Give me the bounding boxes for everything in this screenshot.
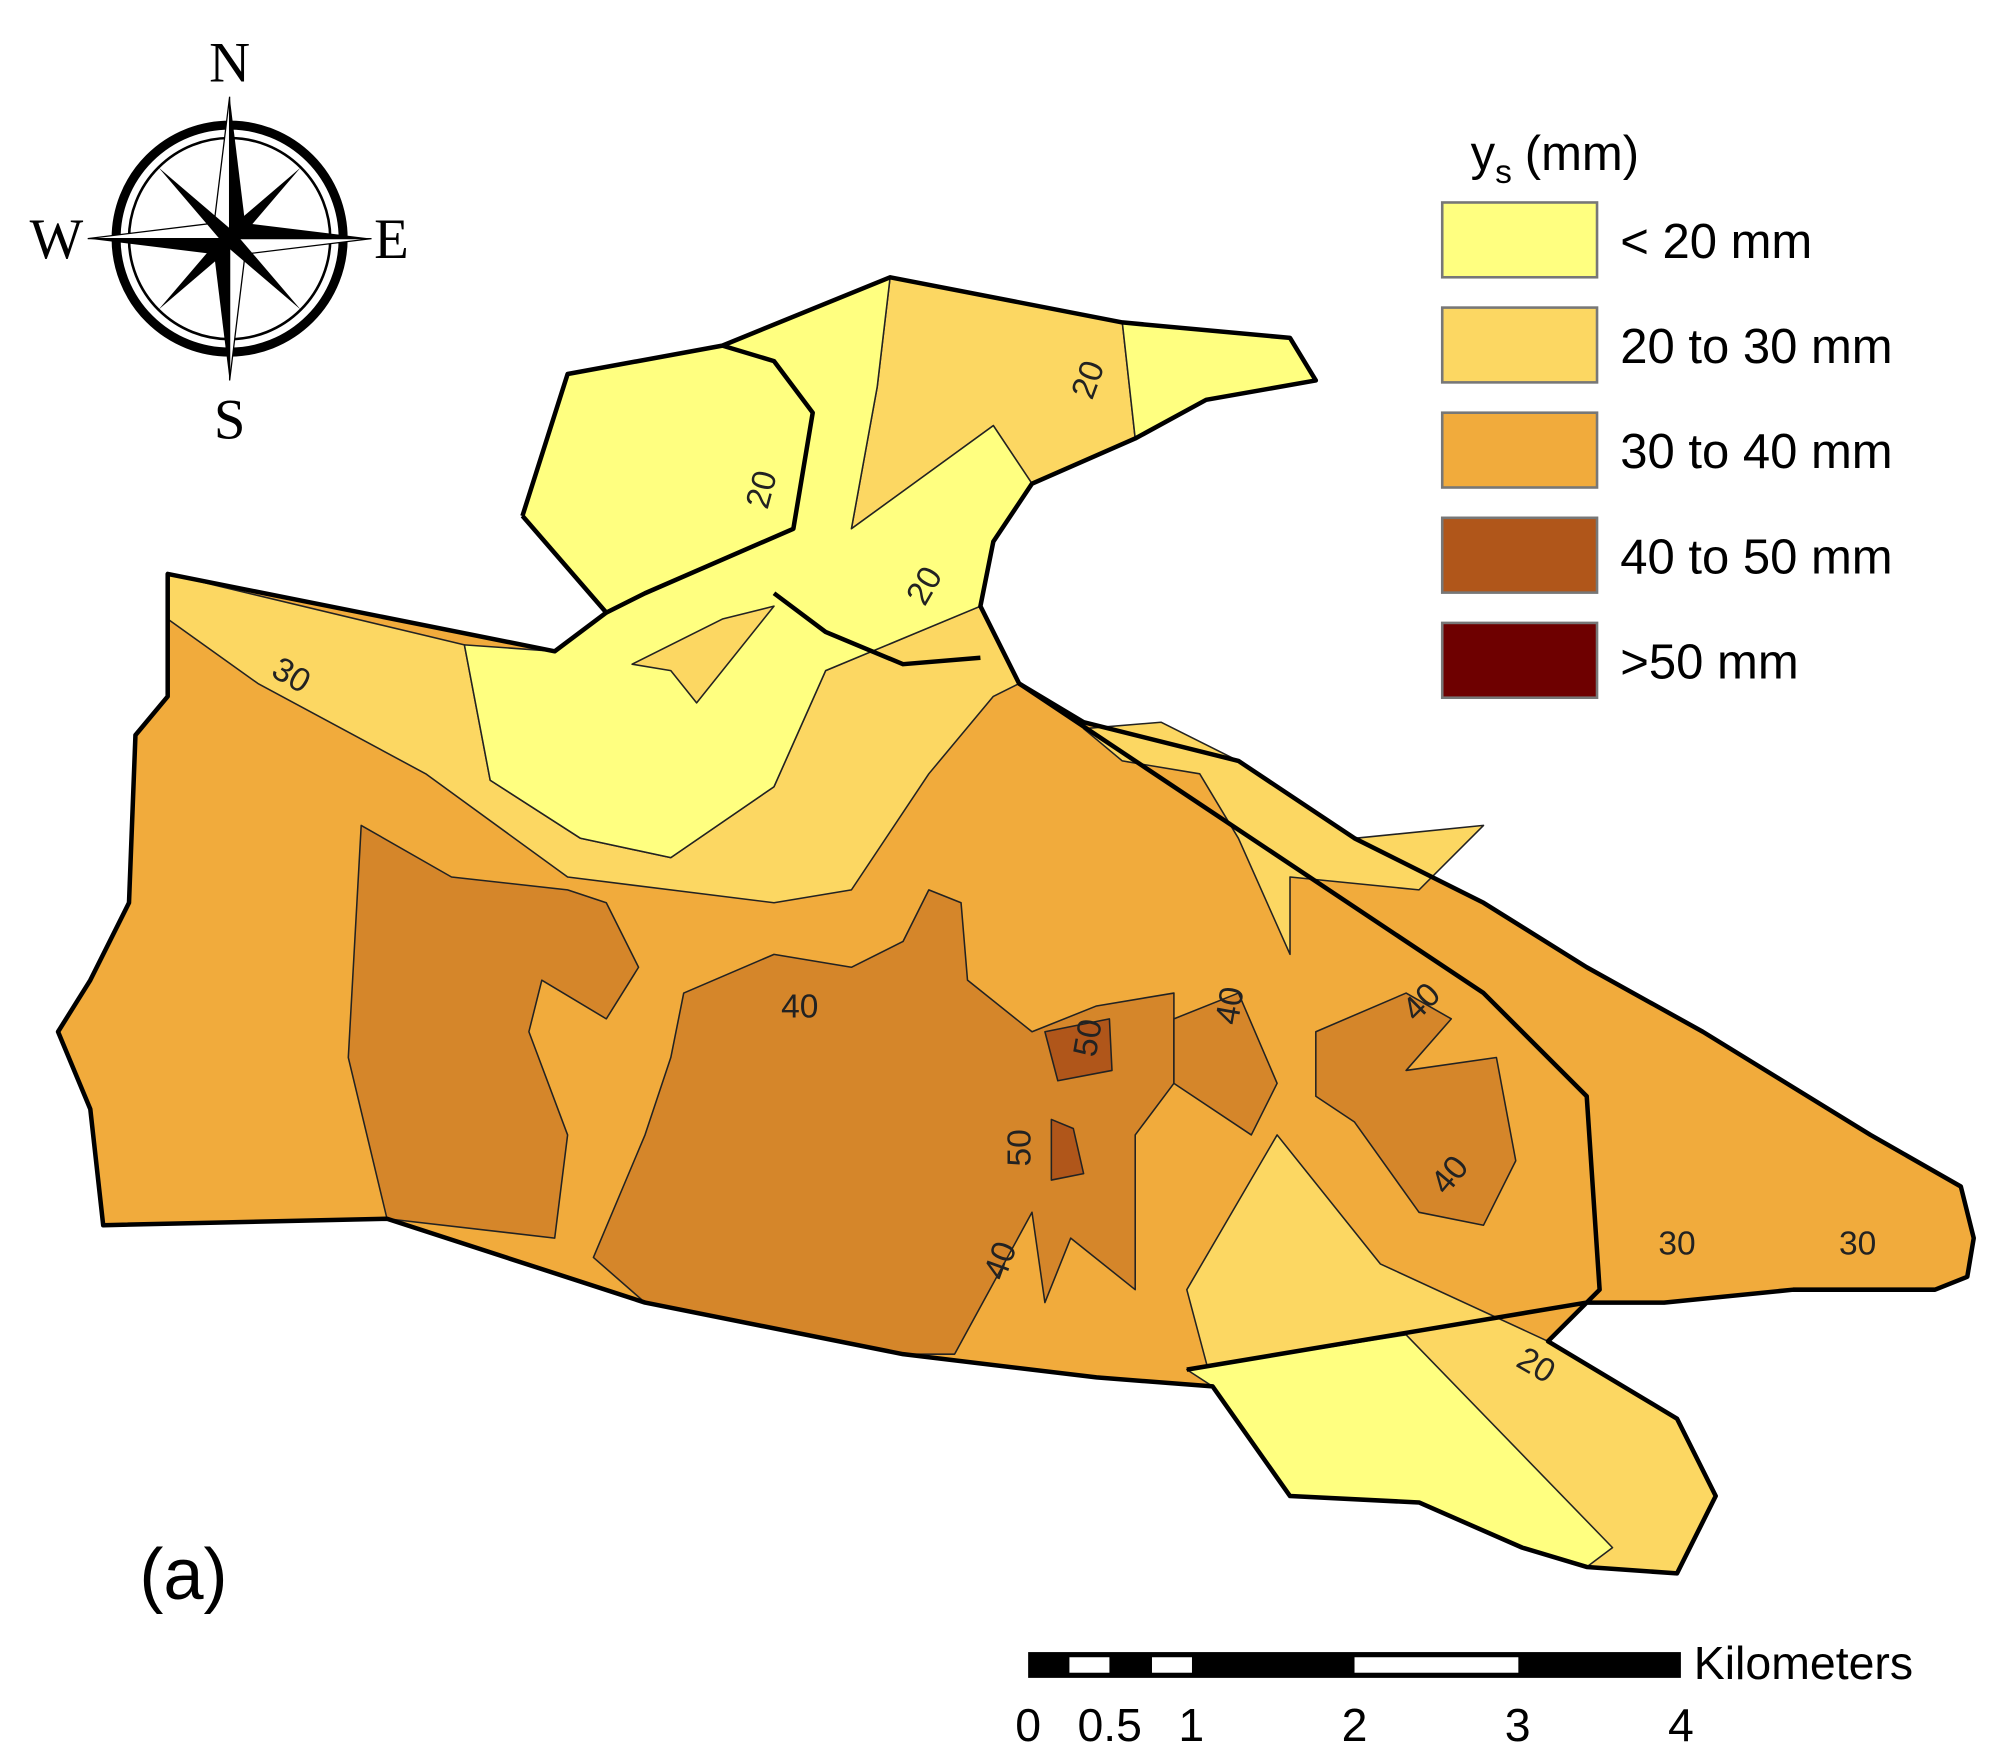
contour-label: 50 bbox=[1002, 1129, 1039, 1166]
scale-bar: Kilometers 0 0.5 1 2 3 4 bbox=[1015, 1637, 1913, 1751]
compass-point bbox=[229, 223, 372, 239]
compass-point bbox=[158, 167, 230, 239]
north-arrow: N S W E bbox=[30, 31, 409, 451]
contour-label: 50 bbox=[1067, 1016, 1110, 1059]
border bbox=[55, 275, 1976, 1576]
legend-title-unit: (mm) bbox=[1525, 127, 1639, 181]
contour-label: 40 bbox=[781, 988, 818, 1025]
zone-20-30 bbox=[1082, 721, 1485, 956]
scale-bar-segment bbox=[1354, 1657, 1519, 1673]
zone-high bbox=[1315, 992, 1517, 1226]
zone-40-50 bbox=[1044, 1018, 1113, 1082]
zone-high bbox=[592, 889, 1175, 1355]
zone-high bbox=[1173, 992, 1278, 1136]
compass-point bbox=[158, 238, 230, 310]
compass-point bbox=[87, 238, 230, 255]
compass-south: S bbox=[214, 388, 246, 451]
scale-bar-tick-label: 3 bbox=[1505, 1699, 1531, 1751]
legend-swatch bbox=[1440, 411, 1599, 489]
legend-swatch bbox=[1440, 516, 1599, 594]
scale-bar-tick-label: 4 bbox=[1668, 1699, 1694, 1751]
border bbox=[605, 343, 815, 615]
zone-40-50 bbox=[1050, 1118, 1085, 1181]
border bbox=[772, 591, 981, 667]
sub-basin-borders bbox=[55, 275, 1976, 1576]
compass-east: E bbox=[374, 208, 409, 271]
compass-point bbox=[214, 238, 230, 381]
scale-bar-unit: Kilometers bbox=[1694, 1637, 1913, 1689]
legend-title-subscript: s bbox=[1495, 154, 1512, 191]
legend-title-main: y bbox=[1471, 127, 1496, 181]
compass-point bbox=[229, 167, 301, 239]
legend-label: >50 mm bbox=[1620, 635, 1798, 689]
compass-point bbox=[229, 238, 301, 310]
contour-label: 30 bbox=[1839, 1226, 1876, 1263]
scale-bar-tick-label: 1 bbox=[1178, 1699, 1204, 1751]
legend-title: ys (mm) bbox=[1471, 127, 1639, 191]
legend-label: 30 to 40 mm bbox=[1620, 425, 1892, 479]
panel-label: (a) bbox=[139, 1535, 227, 1615]
legend-swatch bbox=[1440, 621, 1599, 700]
compass-west: W bbox=[30, 208, 84, 271]
legend: ys (mm) < 20 mm 20 to 30 mm 30 to 40 mm 40 t… bbox=[1440, 127, 1893, 700]
scale-bar-tick-label: 0 bbox=[1015, 1699, 1041, 1751]
legend-label: 20 to 30 mm bbox=[1620, 320, 1892, 374]
scale-bar-tick-label: 0.5 bbox=[1077, 1699, 1142, 1751]
map-regions bbox=[57, 276, 1975, 1575]
scale-bar-segment bbox=[1151, 1657, 1192, 1673]
legend-label: 40 to 50 mm bbox=[1620, 530, 1892, 584]
zone-20-30 bbox=[631, 605, 775, 704]
border bbox=[1186, 1300, 1588, 1372]
compass-north: N bbox=[209, 31, 250, 94]
legend-swatch bbox=[1440, 201, 1599, 279]
contour-label: 30 bbox=[1658, 1226, 1695, 1263]
legend-swatch bbox=[1440, 306, 1599, 384]
contour-label: 40 bbox=[1209, 984, 1252, 1027]
legend-label: < 20 mm bbox=[1620, 215, 1812, 269]
compass-point bbox=[229, 96, 246, 239]
scale-bar-segment bbox=[1069, 1657, 1110, 1673]
border bbox=[1017, 681, 1602, 1305]
scale-bar-tick-label: 2 bbox=[1342, 1699, 1368, 1751]
